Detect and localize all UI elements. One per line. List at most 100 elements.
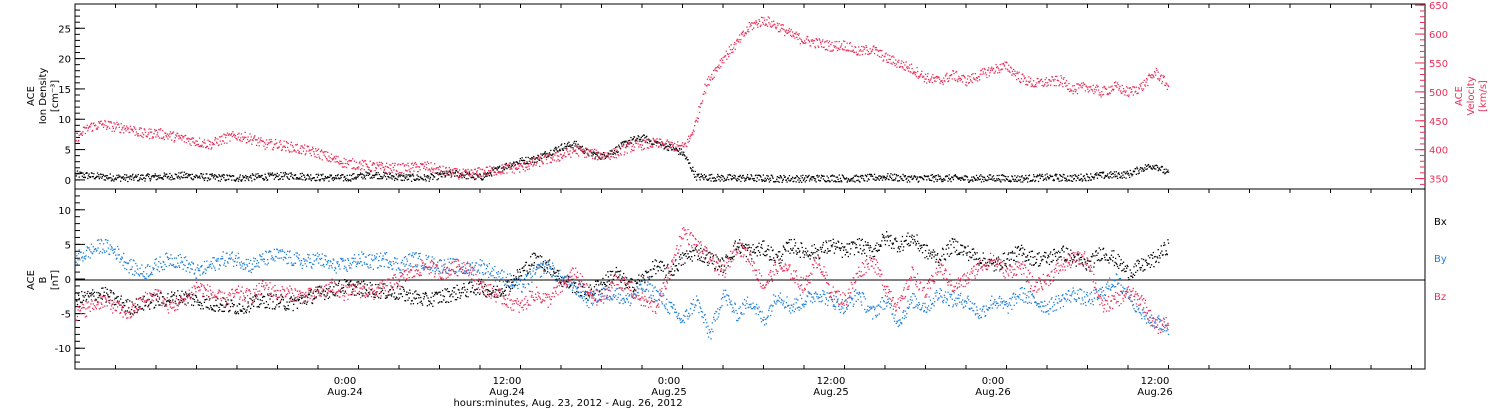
velocity-series-point: [988, 75, 990, 77]
velocity-series-point: [997, 72, 999, 74]
velocity-series-point: [226, 142, 228, 144]
density-series-point: [194, 176, 196, 178]
velocity-series-point: [438, 165, 441, 167]
density-series-point: [560, 144, 562, 146]
series-bx-point: [107, 293, 109, 296]
velocity-series-point: [1092, 84, 1094, 86]
velocity-series-point: [191, 138, 193, 140]
velocity-series-point: [1101, 91, 1103, 93]
density-series-point: [541, 154, 543, 157]
velocity-series-point: [547, 156, 549, 158]
series-bx-point: [81, 301, 83, 303]
density-series-point: [288, 178, 291, 180]
density-series-point: [1014, 178, 1017, 181]
series-bx-point: [610, 271, 613, 273]
series-bx-point: [105, 301, 107, 303]
velocity-series-point: [140, 127, 142, 129]
series-bx-point: [226, 303, 229, 306]
series-bx-point: [534, 254, 537, 256]
velocity-series-point: [1048, 79, 1051, 81]
density-series-point: [307, 173, 309, 176]
density-series-point: [910, 175, 913, 177]
series-bx-point: [224, 306, 226, 308]
velocity-series-point: [408, 169, 410, 171]
density-series-point: [1098, 173, 1100, 175]
density-series-point: [1093, 176, 1096, 178]
density-series-point: [135, 174, 137, 176]
velocity-series-point: [1049, 80, 1051, 82]
density-series-point: [265, 177, 268, 179]
density-series-point: [975, 174, 978, 177]
velocity-series-point: [908, 67, 910, 69]
density-series-point: [263, 179, 265, 181]
series-bx-point: [716, 256, 718, 258]
velocity-series-point: [1088, 86, 1090, 88]
density-series-point: [316, 179, 318, 182]
series-bx-point: [554, 279, 557, 281]
velocity-series-point: [118, 126, 120, 128]
velocity-series-point: [1116, 82, 1119, 84]
velocity-series-point: [894, 65, 896, 67]
velocity-series-point: [596, 159, 599, 161]
velocity-series-point: [634, 140, 636, 143]
density-series-point: [880, 175, 882, 178]
series-bx-point: [315, 296, 317, 298]
velocity-series-point: [1045, 82, 1047, 84]
density-series-point: [938, 178, 941, 180]
series-bx-point: [251, 304, 253, 306]
density-series-point: [621, 143, 623, 145]
density-series-point: [315, 173, 317, 176]
velocity-series-point: [527, 163, 529, 165]
velocity-series-point: [486, 174, 488, 176]
series-bx-point: [618, 276, 620, 278]
velocity-series-point: [955, 71, 957, 73]
series-bx-point: [647, 271, 650, 273]
series-bx-point: [669, 271, 671, 273]
velocity-series-point: [318, 156, 320, 158]
density-series-point: [986, 175, 989, 177]
velocity-series-point: [80, 133, 82, 136]
density-series-point: [828, 179, 830, 182]
velocity-series-point: [217, 138, 219, 140]
velocity-series-point: [672, 144, 675, 146]
series-bx-point: [490, 293, 492, 295]
series-bx-point: [518, 275, 520, 278]
density-series-point: [768, 181, 771, 183]
density-series-point: [849, 180, 851, 182]
series-bx-point: [410, 303, 412, 305]
density-series-point: [1025, 174, 1027, 177]
density-series-point: [198, 175, 201, 177]
velocity-series-point: [869, 52, 871, 55]
series-bx-point: [678, 263, 680, 265]
velocity-series-point: [825, 40, 827, 43]
velocity-series-point: [1164, 84, 1166, 86]
velocity-series-point: [287, 142, 289, 144]
velocity-series-point: [236, 139, 238, 141]
density-series-point: [870, 175, 872, 177]
series-bx-point: [658, 265, 660, 268]
density-series-point: [627, 143, 629, 145]
density-series-point: [903, 179, 905, 182]
velocity-series-point: [165, 134, 167, 137]
velocity-series-point: [353, 167, 355, 169]
velocity-series-point: [621, 145, 623, 147]
series-bx-point: [359, 283, 362, 285]
velocity-series-point: [1157, 71, 1159, 73]
density-series-point: [206, 180, 209, 182]
density-series-point: [359, 172, 362, 174]
density-series-point: [180, 172, 182, 174]
velocity-series-point: [226, 132, 229, 134]
velocity-series-point: [410, 163, 413, 165]
density-series-point: [1141, 170, 1143, 172]
density-series-point: [1124, 171, 1126, 173]
series-bx-point: [623, 279, 625, 282]
series-bx-point: [615, 266, 617, 269]
series-bx-point: [342, 286, 345, 289]
velocity-series-point: [424, 161, 426, 164]
density-series-point: [351, 178, 353, 180]
density-series-point: [331, 178, 333, 180]
density-series-point: [248, 179, 250, 182]
density-series-point: [737, 175, 740, 178]
series-bx-point: [556, 269, 558, 272]
density-series-point: [1129, 176, 1131, 178]
